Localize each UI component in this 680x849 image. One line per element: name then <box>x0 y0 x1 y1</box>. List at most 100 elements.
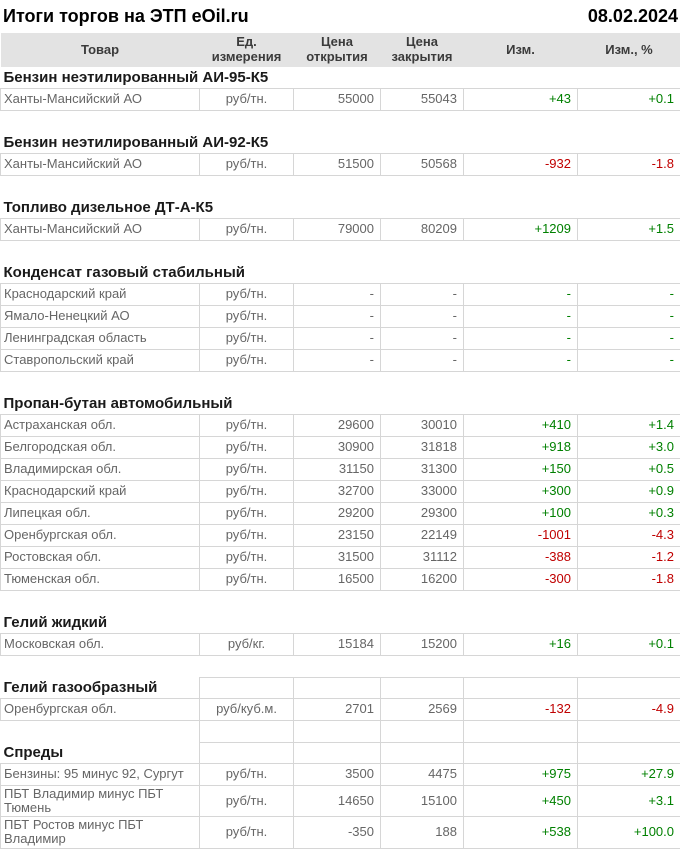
unit-cell: руб/тн. <box>199 413 294 437</box>
change-pct-cell: - <box>577 282 680 306</box>
unit-cell: руб/тн. <box>199 348 294 372</box>
table-row: Оренбургская обл. руб/тн. 23150 22149 -1001-… <box>0 523 680 547</box>
change-cell: +300 <box>463 479 578 503</box>
change-pct-cell: - <box>577 348 680 372</box>
change-pct-cell: +27.9 <box>577 762 680 786</box>
product-cell: Астраханская обл. <box>0 413 200 437</box>
unit-cell: руб/тн. <box>199 282 294 306</box>
close-price-cell: 4475 <box>380 762 464 786</box>
open-price-cell: 29600 <box>293 413 381 437</box>
change-pct-cell: +3.0 <box>577 435 680 459</box>
section-title: Топливо дизельное ДТ-А-К5 <box>3 199 214 217</box>
product-cell: Московская обл. <box>0 632 200 656</box>
change-pct-cell: +0.9 <box>577 479 680 503</box>
product-cell: Ростовская обл. <box>0 545 200 569</box>
titlebar: Итоги торгов на ЭТП eOil.ru 08.02.2024 <box>0 0 680 33</box>
change-cell: +918 <box>463 435 578 459</box>
change-cell: +450 <box>463 784 578 818</box>
change-pct-cell: +0.5 <box>577 457 680 481</box>
table-row: Ханты-Мансийский АО руб/тн. 55000 55043 +43 +… <box>0 87 680 111</box>
change-cell: +16 <box>463 632 578 656</box>
change-cell: - <box>463 348 578 372</box>
product-cell: Краснодарский край <box>0 479 200 503</box>
change-cell: +975 <box>463 762 578 786</box>
close-price-cell: 31818 <box>380 435 464 459</box>
unit-cell: руб/тн. <box>199 501 294 525</box>
table-row: Ставропольский край руб/тн. - - - - <box>0 348 680 372</box>
open-price-cell: - <box>293 326 381 350</box>
open-price-cell: 2701 <box>293 697 381 721</box>
section-header-row: Гелий жидкий <box>1 612 680 633</box>
open-price-cell: 16500 <box>293 567 381 591</box>
section-header-row: Гелий газообразный <box>1 676 680 699</box>
product-cell: Ханты-Мансийский АО <box>0 87 200 111</box>
product-cell: ПБТ Владимир минус ПБТ Тюмень <box>0 784 200 818</box>
close-price-cell: 188 <box>380 816 464 849</box>
section-empty-cell <box>577 676 680 699</box>
close-price-cell: 15200 <box>380 632 464 656</box>
unit-cell: руб/тн. <box>199 304 294 328</box>
column-header-0: Товар <box>0 33 200 67</box>
table-row: ПБТ Ростов минус ПБТ Владимир руб/тн. -350… <box>0 816 680 849</box>
unit-cell: руб/тн. <box>199 545 294 569</box>
spacer-cell <box>293 719 381 743</box>
open-price-cell: - <box>293 282 381 306</box>
open-price-cell: 14650 <box>293 784 381 818</box>
report-date: 08.02.2024 <box>587 6 678 26</box>
table-body: Бензин неэтилированный АИ-95-К5 Ханты-Ман… <box>0 67 680 849</box>
open-price-cell: -350 <box>293 816 381 849</box>
spacer-cell <box>1 240 680 262</box>
table-row: Краснодарский край руб/тн. 32700 33000 +300 +… <box>0 479 680 503</box>
unit-cell: руб/куб.м. <box>199 697 294 721</box>
close-price-cell: - <box>380 326 464 350</box>
table-row: Астраханская обл. руб/тн. 29600 30010 +410 +1… <box>0 413 680 437</box>
table-row: Белгородская обл. руб/тн. 30900 31818 +918 +3… <box>0 435 680 459</box>
section-empty-cell <box>380 741 464 764</box>
section-header-row: Бензин неэтилированный АИ-92-К5 <box>1 132 680 153</box>
spacer-row <box>1 175 680 197</box>
table-row: Бензины: 95 минус 92, Сургут руб/тн. 3500 4… <box>0 762 680 786</box>
spacer-row <box>1 371 680 393</box>
product-cell: Ханты-Мансийский АО <box>0 152 200 176</box>
change-pct-cell: +0.1 <box>577 632 680 656</box>
column-header-5: Изм., % <box>577 33 680 67</box>
unit-cell: руб/тн. <box>199 762 294 786</box>
product-cell: Краснодарский край <box>0 282 200 306</box>
unit-cell: руб/тн. <box>199 567 294 591</box>
table-row: Ханты-Мансийский АО руб/тн. 51500 50568 -932… <box>0 152 680 176</box>
table-row: Владимирская обл. руб/тн. 31150 31300 +150 +0… <box>0 457 680 481</box>
page-title: Итоги торгов на ЭТП eOil.ru <box>3 6 249 26</box>
section-header-row: Топливо дизельное ДТ-А-К5 <box>1 197 680 218</box>
open-price-cell: 15184 <box>293 632 381 656</box>
spacer-row <box>1 719 680 743</box>
change-cell: +1209 <box>463 217 578 241</box>
change-pct-cell: - <box>577 304 680 328</box>
close-price-cell: 22149 <box>380 523 464 547</box>
open-price-cell: 79000 <box>293 217 381 241</box>
unit-cell: руб/тн. <box>199 87 294 111</box>
close-price-cell: 80209 <box>380 217 464 241</box>
spacer-row <box>1 590 680 612</box>
unit-cell: руб/тн. <box>199 457 294 481</box>
change-cell: -388 <box>463 545 578 569</box>
spacer-cell <box>1 175 680 197</box>
open-price-cell: 3500 <box>293 762 381 786</box>
unit-cell: руб/тн. <box>199 523 294 547</box>
change-cell: -1001 <box>463 523 578 547</box>
section-title: Гелий газообразный <box>3 679 158 697</box>
change-pct-cell: -1.2 <box>577 545 680 569</box>
close-price-cell: 30010 <box>380 413 464 437</box>
unit-cell: руб/тн. <box>199 435 294 459</box>
change-pct-cell: -1.8 <box>577 567 680 591</box>
column-header-4: Изм. <box>463 33 578 67</box>
open-price-cell: 30900 <box>293 435 381 459</box>
product-cell: Тюменская обл. <box>0 567 200 591</box>
section-title: Конденсат газовый стабильный <box>3 264 245 282</box>
column-header-2: Цена открытия <box>293 33 381 67</box>
close-price-cell: 31112 <box>380 545 464 569</box>
product-cell: ПБТ Ростов минус ПБТ Владимир <box>0 816 200 849</box>
change-cell: +538 <box>463 816 578 849</box>
spacer-row <box>1 240 680 262</box>
close-price-cell: - <box>380 282 464 306</box>
